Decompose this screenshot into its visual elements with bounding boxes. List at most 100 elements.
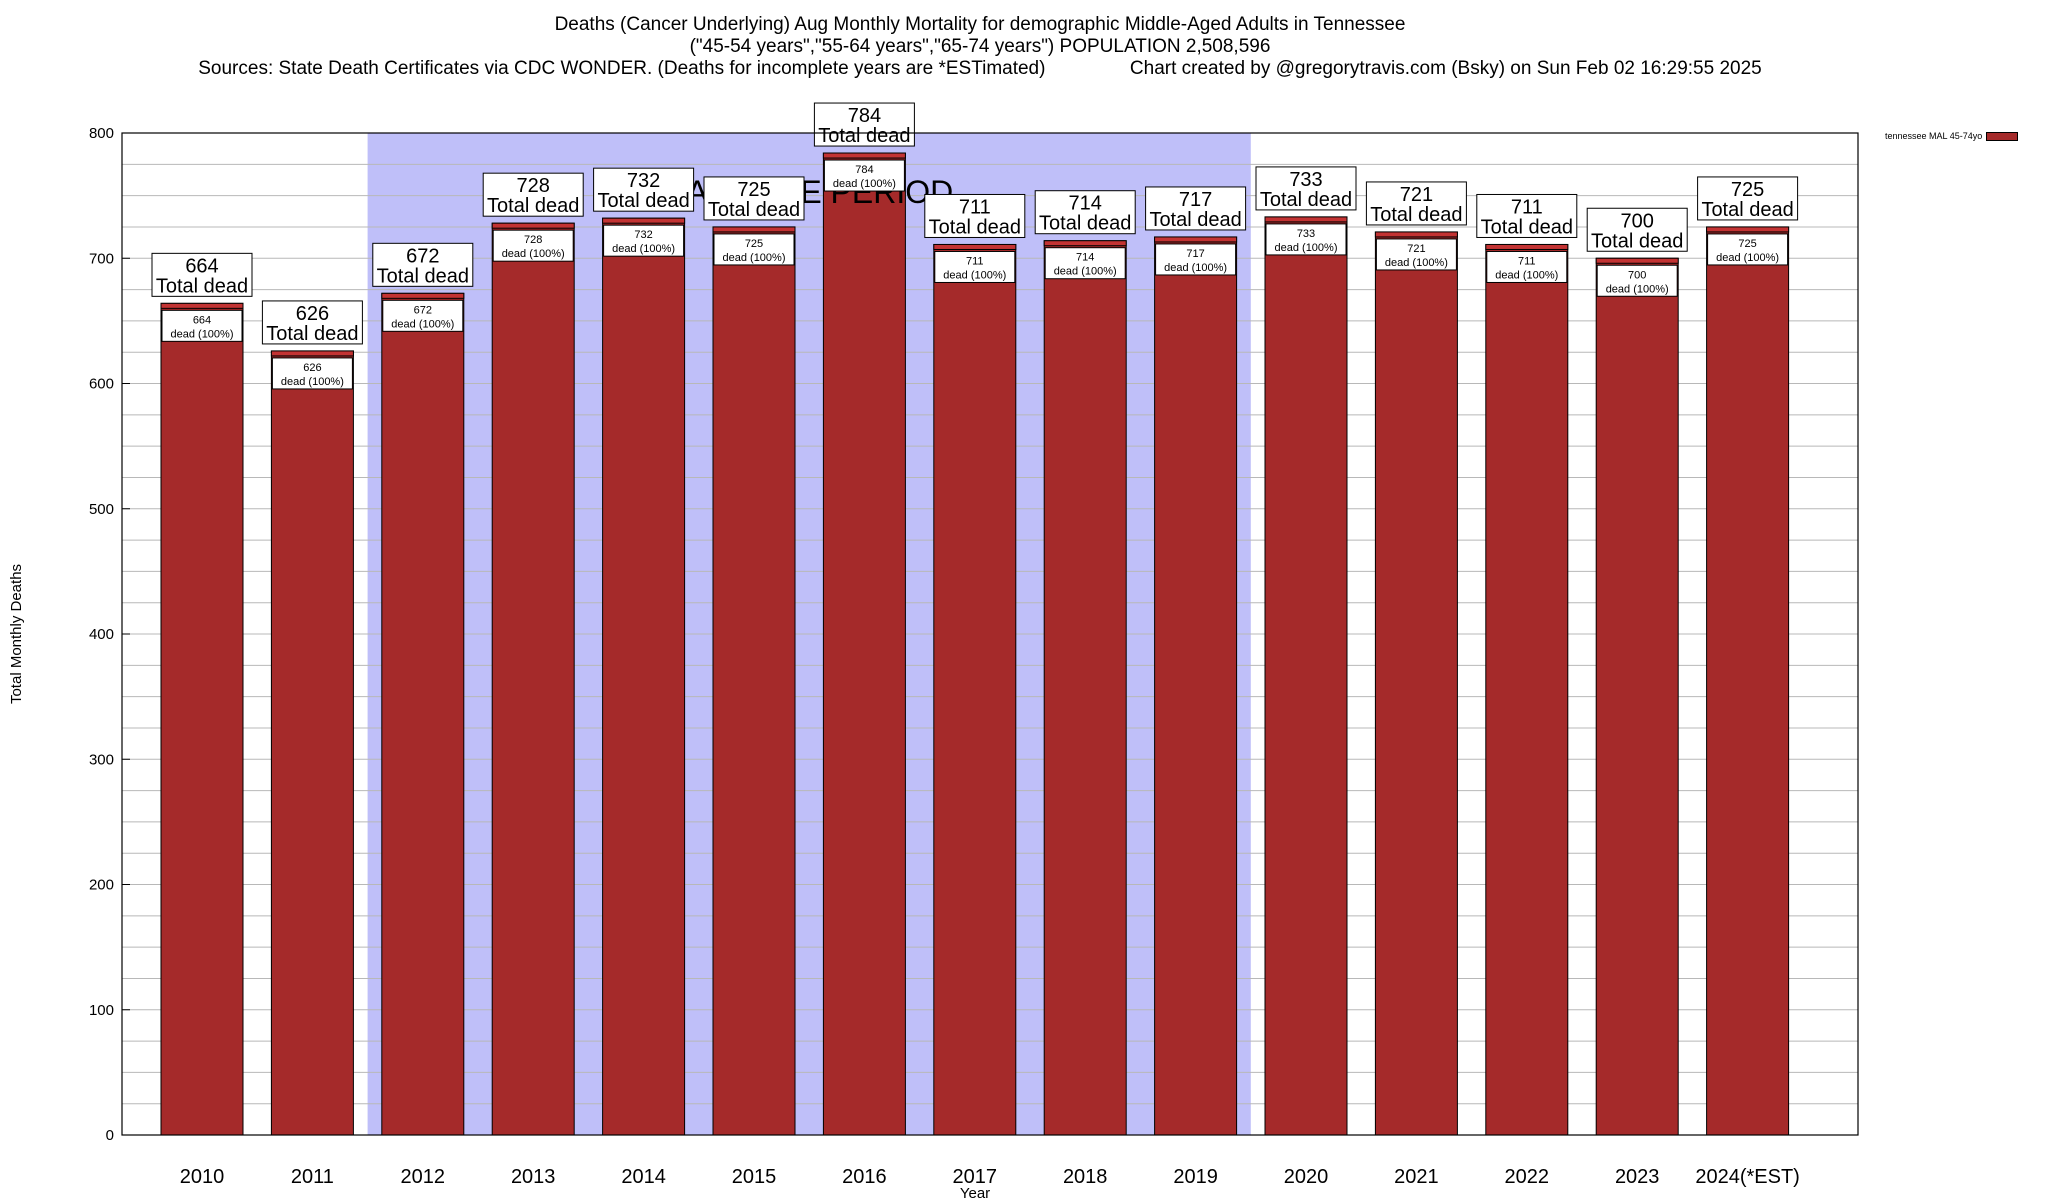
bar-2010 bbox=[160, 302, 244, 1136]
inner-label-value: 728 bbox=[524, 234, 542, 246]
bar-cap bbox=[822, 152, 906, 159]
title-line-1: Deaths (Cancer Underlying) Aug Monthly M… bbox=[554, 14, 1406, 35]
top-label-text: Total dead bbox=[1591, 230, 1683, 252]
inner-label-text: dead (100%) bbox=[1054, 266, 1117, 278]
bar-2022 bbox=[1485, 243, 1569, 1136]
inner-label-box bbox=[271, 357, 353, 390]
x-tick-label: 2024(*EST) bbox=[1695, 1166, 1800, 1188]
inner-label-value: 784 bbox=[855, 164, 873, 176]
inner-label-value: 725 bbox=[1738, 238, 1756, 250]
top-label-box bbox=[151, 252, 253, 297]
y-axis-label: Total Monthly Deaths bbox=[8, 564, 25, 704]
top-label-text: Total dead bbox=[266, 323, 358, 345]
top-label-value: 672 bbox=[406, 245, 439, 267]
bar-2021 bbox=[1374, 231, 1458, 1136]
inner-label-text: dead (100%) bbox=[723, 252, 786, 264]
top-label-value: 733 bbox=[1289, 169, 1322, 191]
inner-label-box bbox=[823, 159, 905, 192]
inner-label-text: dead (100%) bbox=[281, 376, 344, 388]
bar-2020 bbox=[1264, 216, 1348, 1136]
top-label-text: Total dead bbox=[1370, 204, 1462, 226]
bar-cap bbox=[1043, 240, 1127, 247]
inner-label-text: dead (100%) bbox=[833, 178, 896, 190]
top-label-text: Total dead bbox=[818, 125, 910, 147]
top-label-box bbox=[924, 193, 1026, 238]
x-tick-label: 2010 bbox=[180, 1166, 225, 1188]
top-label-value: 714 bbox=[1069, 193, 1102, 215]
inner-label-box bbox=[1486, 250, 1568, 283]
x-axis-label: Year bbox=[960, 1185, 990, 1200]
bar-2023 bbox=[1595, 257, 1679, 1136]
x-tick-label: 2023 bbox=[1615, 1166, 1660, 1188]
inner-label-text: dead (100%) bbox=[391, 318, 454, 330]
inner-label-value: 732 bbox=[634, 229, 652, 241]
bar-2011 bbox=[270, 350, 354, 1136]
title-line-3: Sources: State Death Certificates via CD… bbox=[198, 58, 1762, 79]
y-tick-label: 0 bbox=[106, 1127, 114, 1144]
top-label-text: Total dead bbox=[1481, 216, 1573, 238]
inner-label-text: dead (100%) bbox=[943, 269, 1006, 281]
top-label-value: 721 bbox=[1400, 184, 1433, 206]
inner-label-box bbox=[603, 224, 685, 257]
inner-label-text: dead (100%) bbox=[502, 248, 565, 260]
bar-2019 bbox=[1154, 236, 1238, 1136]
top-label-box bbox=[372, 242, 474, 287]
bar-cap bbox=[160, 302, 244, 309]
bar-2016 bbox=[822, 152, 906, 1136]
x-tick-label: 2017 bbox=[953, 1166, 998, 1188]
top-label-box bbox=[1034, 190, 1136, 235]
bar-cap bbox=[1264, 216, 1348, 223]
y-tick-label: 700 bbox=[89, 250, 114, 267]
top-label-value: 725 bbox=[1731, 179, 1764, 201]
x-tick-label: 2011 bbox=[291, 1166, 334, 1188]
top-label-value: 664 bbox=[185, 255, 218, 277]
chart-title: Deaths (Cancer Underlying) Aug Monthly M… bbox=[0, 14, 1960, 80]
inner-label-value: 717 bbox=[1186, 248, 1204, 260]
bar-cap bbox=[1485, 243, 1569, 250]
bar-cap bbox=[381, 292, 465, 299]
bar-cap bbox=[933, 243, 1017, 250]
inner-label-value: 626 bbox=[303, 362, 321, 374]
bar-cap bbox=[1706, 226, 1790, 233]
inner-label-box bbox=[1707, 233, 1789, 266]
top-label-text: Total dead bbox=[1260, 189, 1352, 211]
y-tick-label: 300 bbox=[89, 751, 114, 768]
inner-label-value: 733 bbox=[1297, 228, 1315, 240]
top-label-box bbox=[593, 167, 695, 212]
inner-label-value: 672 bbox=[414, 304, 432, 316]
x-tick-label: 2018 bbox=[1063, 1166, 1108, 1188]
title-line-2: ("45-54 years","55-64 years","65-74 year… bbox=[689, 36, 1271, 57]
inner-label-text: dead (100%) bbox=[171, 328, 234, 340]
top-label-text: Total dead bbox=[929, 216, 1021, 238]
inner-label-box bbox=[713, 233, 795, 266]
y-tick-label: 200 bbox=[89, 877, 114, 894]
bar-2014 bbox=[602, 217, 686, 1136]
y-tick-label: 600 bbox=[89, 376, 114, 393]
inner-label-text: dead (100%) bbox=[1716, 252, 1779, 264]
inner-label-value: 700 bbox=[1628, 269, 1646, 281]
bar-cap bbox=[602, 217, 686, 224]
inner-label-box bbox=[934, 250, 1016, 283]
bar-cap bbox=[491, 222, 575, 229]
x-tick-label: 2020 bbox=[1284, 1166, 1329, 1188]
inner-label-value: 664 bbox=[193, 314, 211, 326]
top-label-box bbox=[261, 300, 363, 345]
plot-frame bbox=[121, 132, 1859, 1136]
inner-label-box bbox=[1155, 243, 1237, 276]
x-tick-label: 2015 bbox=[732, 1166, 777, 1188]
x-tick-label: 2019 bbox=[1173, 1166, 1218, 1188]
top-label-text: Total dead bbox=[708, 199, 800, 221]
inner-label-box bbox=[1596, 264, 1678, 297]
top-label-box bbox=[703, 176, 805, 221]
top-label-text: Total dead bbox=[597, 190, 689, 212]
inner-label-value: 711 bbox=[966, 255, 984, 267]
inner-label-value: 711 bbox=[1518, 255, 1536, 267]
bar-cap bbox=[1154, 236, 1238, 243]
inner-label-box bbox=[1044, 247, 1126, 280]
inner-label-text: dead (100%) bbox=[1275, 242, 1338, 254]
inner-label-text: dead (100%) bbox=[1495, 269, 1558, 281]
x-tick-label: 2013 bbox=[511, 1166, 556, 1188]
top-label-value: 725 bbox=[737, 179, 770, 201]
top-label-text: Total dead bbox=[1149, 209, 1241, 231]
top-label-box bbox=[482, 172, 584, 217]
